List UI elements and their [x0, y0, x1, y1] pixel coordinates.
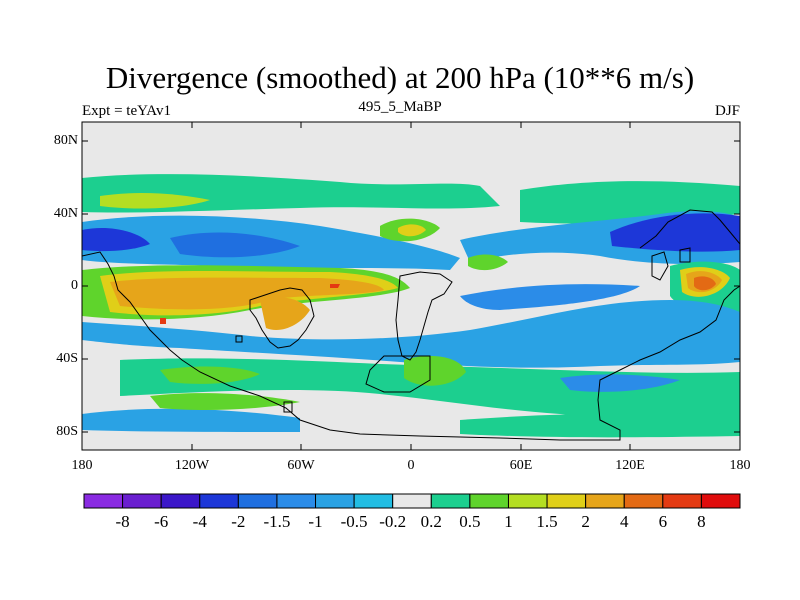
nh-green-small [468, 254, 508, 271]
lon-label-180w: 180 [71, 458, 93, 473]
colorbar-swatch [392, 493, 432, 509]
colorbar-label: -1 [308, 512, 323, 531]
colorbar-swatch [585, 493, 625, 509]
sh-blue-pocket [560, 374, 680, 392]
lon-label-60w: 60W [287, 458, 315, 473]
eq-red-spot [330, 284, 340, 288]
sh-lightgreen-1 [160, 366, 260, 384]
experiment-label: Expt = teYAv1 [82, 103, 172, 119]
coastline-south-america [249, 287, 315, 349]
season-label: DJF [714, 103, 740, 119]
lat-label-0: 0 [71, 278, 78, 293]
colorbar-swatch [353, 493, 394, 509]
lon-label-0: 0 [407, 458, 415, 473]
divergence-field [82, 122, 740, 450]
sh-blue-south [82, 408, 300, 432]
eq-orange-band [110, 277, 384, 310]
period-label: 495_5_MaBP [358, 99, 442, 115]
coastline-africa-south [365, 355, 431, 393]
coastline-africa [395, 271, 453, 361]
colorbar-label: -4 [192, 512, 207, 531]
sh-darker-blue [460, 284, 640, 310]
colorbar-label: -8 [115, 512, 130, 531]
nh-dark-blue-east [610, 213, 740, 252]
map-title: Divergence (smoothed) at 200 hPa (10**6 … [105, 60, 695, 95]
colorbar-label: -1.5 [263, 512, 291, 531]
coastline-islands [235, 247, 691, 413]
colorbar-label: 8 [697, 512, 706, 531]
coastline-north-america [82, 251, 740, 441]
colorbar-label: 0.5 [459, 512, 481, 531]
sh-green-band [120, 358, 740, 419]
colorbar-swatch [469, 493, 509, 509]
colorbar-label: -2 [231, 512, 246, 531]
colorbar-swatch [662, 493, 702, 509]
lon-label-180e: 180 [729, 458, 751, 473]
colorbar-label: -6 [154, 512, 169, 531]
colorbar-swatch [430, 493, 471, 509]
colorbar-swatch [700, 493, 741, 509]
colorbar-label: 6 [658, 512, 668, 531]
colorbar-swatch [315, 493, 355, 509]
sh-lightgreen-2 [404, 356, 466, 386]
sh-blue-band [82, 300, 740, 368]
lat-label-40n: 40N [53, 206, 78, 221]
nh-yellow-patch [100, 193, 210, 209]
nh-dark-blue-west [82, 227, 150, 252]
colorbar-swatch [237, 493, 278, 509]
lat-label-40s: 40S [56, 351, 78, 366]
colorbar-swatch [507, 493, 548, 509]
colorbar-swatch [199, 493, 239, 509]
lon-label-60e: 60E [509, 458, 533, 473]
lon-label-120w: 120W [174, 458, 210, 473]
colorbar-swatch [276, 493, 317, 509]
eq-red-spot-2 [160, 318, 166, 324]
nh-dark-blue-mid [170, 232, 300, 258]
lat-label-80n: 80N [53, 133, 78, 148]
colorbar-swatch [160, 493, 201, 509]
colorbar-swatch [546, 493, 587, 509]
colorbar-label: 1 [504, 512, 513, 531]
colorbar-swatch [122, 493, 162, 509]
colorbar-label: -0.2 [379, 512, 407, 531]
coastline-asia [639, 209, 740, 249]
colorbar-swatch [83, 493, 124, 509]
sh-green-far-south [460, 413, 740, 438]
colorbar-swatch [623, 493, 664, 509]
colorbar-label: 2 [581, 512, 590, 531]
nh-yellow-small [398, 224, 426, 237]
colorbar-label: 1.5 [536, 512, 558, 531]
eq-orange-lobe [260, 297, 310, 330]
colorbar [83, 493, 741, 509]
colorbar-label: -0.5 [340, 512, 368, 531]
eq-east-red [694, 276, 716, 291]
colorbar-label: 0.2 [420, 512, 442, 531]
lon-label-120e: 120E [615, 458, 645, 473]
lat-label-80s: 80S [56, 424, 78, 439]
colorbar-label: 4 [619, 512, 629, 531]
axis-ticks [81, 122, 741, 450]
